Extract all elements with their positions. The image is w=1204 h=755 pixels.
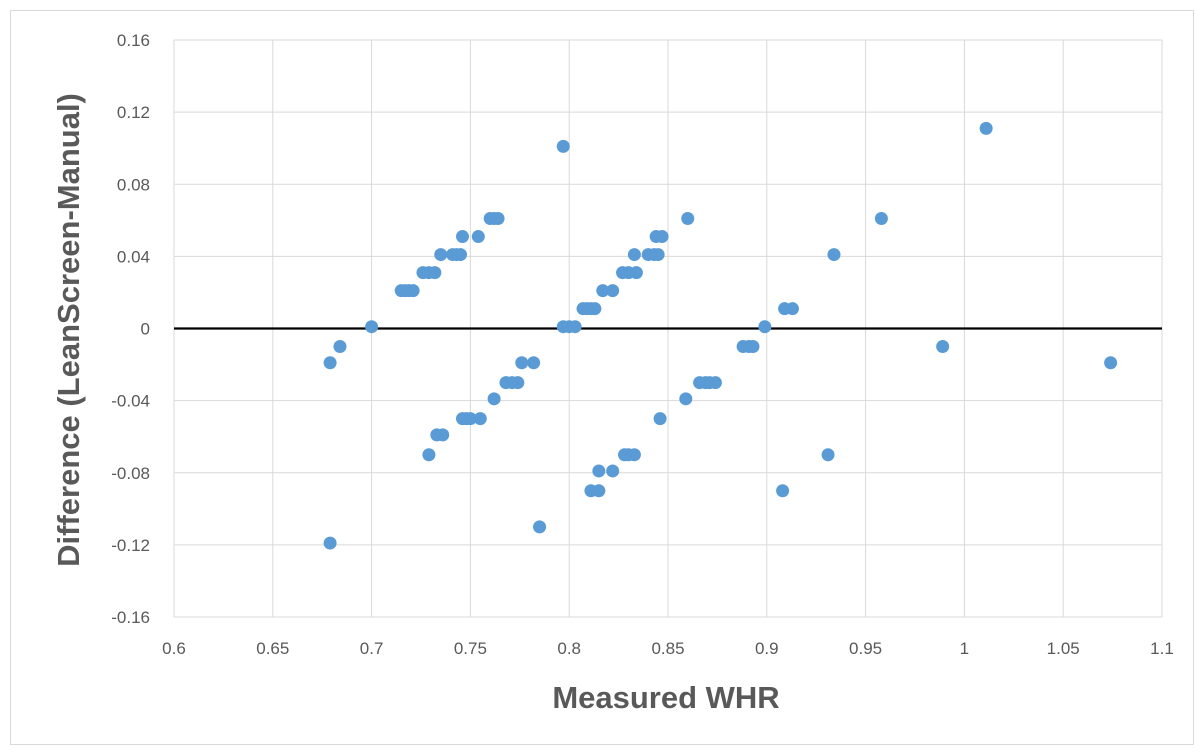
data-points-layer xyxy=(323,121,1118,550)
data-point xyxy=(333,340,347,354)
y-axis-title: Difference (LeanScreen-Manual) xyxy=(51,93,86,567)
x-tick-label: 0.9 xyxy=(755,639,779,658)
data-point xyxy=(827,248,841,262)
x-tick-label: 1 xyxy=(960,639,969,658)
data-point xyxy=(533,520,547,534)
data-point xyxy=(596,284,610,298)
data-point xyxy=(746,340,760,354)
data-point xyxy=(874,212,888,226)
y-tick-label: 0.04 xyxy=(117,247,150,266)
data-point xyxy=(487,392,501,406)
x-tick-label: 1.1 xyxy=(1150,639,1174,658)
x-tick-label: 0.7 xyxy=(360,639,384,658)
y-tick-label: 0.12 xyxy=(117,103,150,122)
data-point xyxy=(679,392,693,406)
data-point xyxy=(821,448,835,462)
data-point xyxy=(606,464,620,478)
data-point xyxy=(681,212,695,226)
x-tick-label: 0.75 xyxy=(454,639,487,658)
data-point xyxy=(629,266,643,280)
data-point xyxy=(471,230,485,244)
y-tick-label: -0.16 xyxy=(111,608,150,627)
data-point xyxy=(592,464,606,478)
data-point xyxy=(422,448,436,462)
data-point xyxy=(365,320,379,334)
data-point xyxy=(428,266,442,280)
data-point xyxy=(434,248,448,262)
data-point xyxy=(556,139,570,153)
y-tick-label: -0.04 xyxy=(111,392,150,411)
x-tick-label: 1.05 xyxy=(1047,639,1080,658)
data-point xyxy=(936,340,950,354)
data-point xyxy=(323,356,337,370)
data-point xyxy=(527,356,541,370)
y-tick-label: 0 xyxy=(141,320,150,339)
data-point xyxy=(463,412,477,426)
data-point xyxy=(568,320,582,334)
x-tick-label: 0.65 xyxy=(256,639,289,658)
y-tick-label: -0.12 xyxy=(111,536,150,555)
y-tick-label: -0.08 xyxy=(111,464,150,483)
y-tick-label: 0.08 xyxy=(117,175,150,194)
x-tick-label: 0.85 xyxy=(651,639,684,658)
data-point xyxy=(1104,356,1118,370)
data-point xyxy=(606,284,620,298)
data-point xyxy=(785,302,799,316)
data-point xyxy=(323,536,337,550)
y-tick-label: 0.16 xyxy=(117,31,150,50)
data-point xyxy=(455,230,469,244)
x-tick-label: 0.8 xyxy=(557,639,581,658)
data-point xyxy=(588,302,602,316)
data-point xyxy=(979,121,993,135)
data-point xyxy=(454,248,468,262)
tick-labels-layer: 0.6 0.65 0.7 0.75 0.8 0.85 0.9 0.95 1 1.05 1.1 0.16… xyxy=(111,31,1174,658)
data-point xyxy=(627,248,641,262)
data-point xyxy=(651,248,665,262)
data-point xyxy=(406,284,420,298)
chart-frame xyxy=(10,10,1194,745)
x-tick-label: 0.95 xyxy=(849,639,882,658)
x-tick-label: 0.6 xyxy=(162,639,186,658)
data-point xyxy=(491,212,505,226)
data-point xyxy=(592,484,606,498)
data-point xyxy=(776,484,790,498)
data-point xyxy=(653,412,667,426)
data-point xyxy=(511,376,525,390)
data-point xyxy=(436,428,450,442)
data-point xyxy=(627,448,641,462)
data-point xyxy=(758,320,772,334)
data-point xyxy=(473,412,487,426)
x-axis-title: Measured WHR xyxy=(552,680,779,715)
data-point xyxy=(515,356,529,370)
data-point xyxy=(655,230,669,244)
data-point xyxy=(708,376,722,390)
